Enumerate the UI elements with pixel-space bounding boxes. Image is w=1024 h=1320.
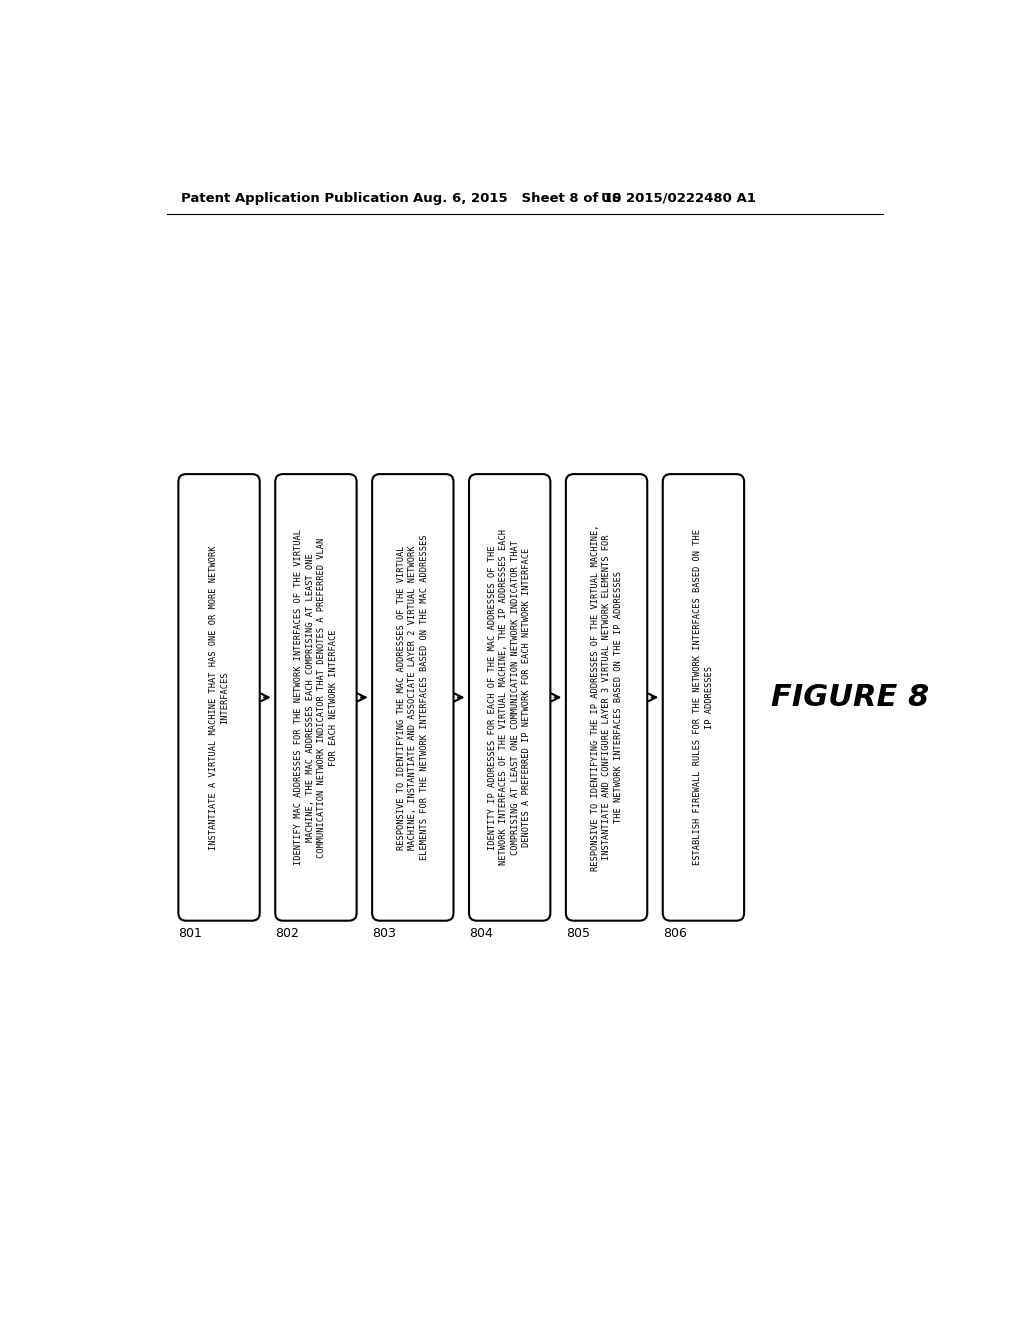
Text: 803: 803: [372, 927, 396, 940]
FancyBboxPatch shape: [372, 474, 454, 921]
Text: 804: 804: [469, 927, 493, 940]
Text: FIGURE 8: FIGURE 8: [771, 682, 930, 711]
FancyBboxPatch shape: [469, 474, 550, 921]
Text: 801: 801: [178, 927, 203, 940]
Text: INSTANTIATE A VIRTUAL MACHINE THAT HAS ONE OR MORE NETWORK
INTERFACES: INSTANTIATE A VIRTUAL MACHINE THAT HAS O…: [209, 545, 229, 850]
Text: RESPONSIVE TO IDENTIFYING THE IP ADDRESSES OF THE VIRTUAL MACHINE,
INSTANTIATE A: RESPONSIVE TO IDENTIFYING THE IP ADDRESS…: [591, 524, 623, 871]
FancyBboxPatch shape: [178, 474, 260, 921]
FancyBboxPatch shape: [275, 474, 356, 921]
Text: IDENTIFY MAC ADDRESSES FOR THE NETWORK INTERFACES OF THE VIRTUAL
MACHINE, THE MA: IDENTIFY MAC ADDRESSES FOR THE NETWORK I…: [294, 529, 338, 866]
Text: 806: 806: [663, 927, 687, 940]
Text: RESPONSIVE TO IDENTIFYING THE MAC ADDRESSES OF THE VIRTUAL
MACHINE, INSTANTIATE : RESPONSIVE TO IDENTIFYING THE MAC ADDRES…: [397, 535, 429, 861]
Text: Patent Application Publication: Patent Application Publication: [180, 191, 409, 205]
Text: 805: 805: [566, 927, 590, 940]
FancyBboxPatch shape: [566, 474, 647, 921]
Text: ESTABLISH FIREWALL RULES FOR THE NETWORK INTERFACES BASED ON THE
IP ADDRESSES: ESTABLISH FIREWALL RULES FOR THE NETWORK…: [693, 529, 714, 866]
FancyBboxPatch shape: [663, 474, 744, 921]
Text: IDENTITY IP ADDRESSES FOR EACH OF THE MAC ADDRESSES OF THE
NETWORK INTERFACES OF: IDENTITY IP ADDRESSES FOR EACH OF THE MA…: [488, 529, 531, 866]
Text: 802: 802: [275, 927, 299, 940]
Text: Aug. 6, 2015   Sheet 8 of 10: Aug. 6, 2015 Sheet 8 of 10: [414, 191, 622, 205]
Text: US 2015/0222480 A1: US 2015/0222480 A1: [601, 191, 756, 205]
